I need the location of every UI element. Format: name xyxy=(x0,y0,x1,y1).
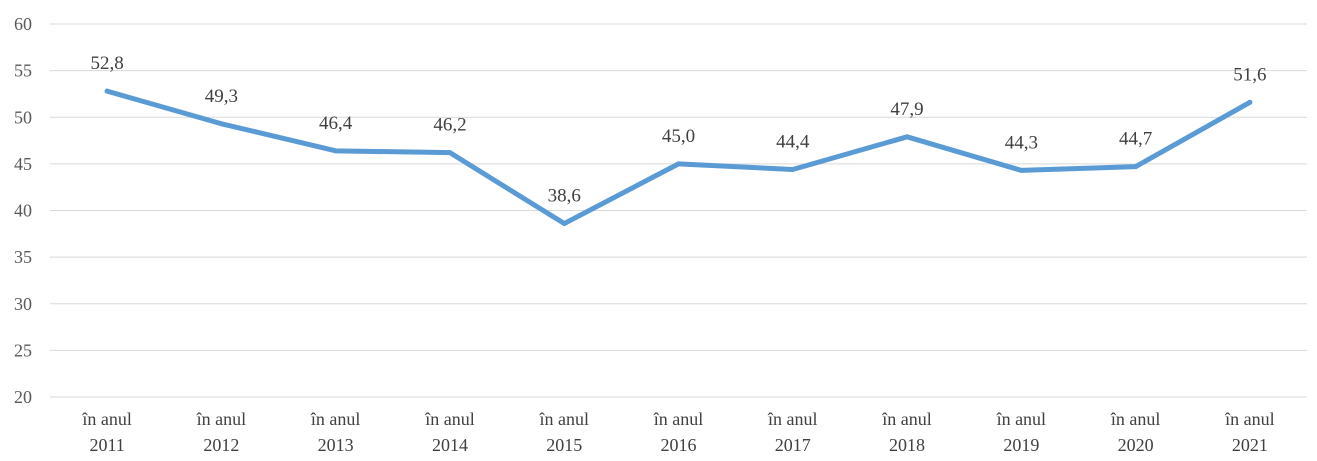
data-label: 51,6 xyxy=(1233,64,1266,85)
data-point xyxy=(333,148,339,154)
data-point xyxy=(904,134,910,140)
data-point xyxy=(1247,99,1253,105)
y-tick-label: 55 xyxy=(14,61,32,81)
data-point xyxy=(1133,164,1139,170)
x-tick-label: în anul 2017 xyxy=(767,409,818,455)
data-label: 45,0 xyxy=(662,126,695,147)
y-tick-label: 30 xyxy=(14,294,32,314)
x-tick-label: în anul 2015 xyxy=(538,409,589,455)
y-tick-label: 60 xyxy=(14,14,32,34)
data-label: 52,8 xyxy=(91,53,124,74)
data-point xyxy=(1018,167,1024,173)
y-tick-label: 45 xyxy=(14,154,32,174)
x-tick-label: în anul 2011 xyxy=(81,409,132,455)
x-axis: în anul 2011 în anul 2012 în anul 2013 în anul… xyxy=(81,409,1274,455)
data-label: 44,3 xyxy=(1005,132,1038,153)
x-tick-label: în anul 2021 xyxy=(1224,409,1275,455)
series-group xyxy=(104,88,1253,227)
x-tick-label: în anul 2020 xyxy=(1110,409,1161,455)
data-point xyxy=(218,121,224,127)
grid-lines xyxy=(50,23,1307,398)
x-tick-label: în anul 2012 xyxy=(196,409,247,455)
data-point xyxy=(790,166,796,172)
y-tick-label: 25 xyxy=(14,340,32,360)
x-tick-label: în anul 2013 xyxy=(310,409,361,455)
data-label: 44,7 xyxy=(1119,129,1152,150)
x-tick-label: în anul 2018 xyxy=(881,409,932,455)
data-label: 44,4 xyxy=(776,131,810,152)
series-line xyxy=(104,88,1253,227)
data-label: 46,2 xyxy=(433,115,466,136)
y-axis: 20 25 30 35 40 45 50 55 60 xyxy=(14,14,32,407)
data-label: 46,4 xyxy=(319,113,353,134)
data-label: 47,9 xyxy=(890,99,923,120)
x-tick-label: în anul 2016 xyxy=(653,409,704,455)
x-tick-label: în anul 2014 xyxy=(424,409,475,455)
y-tick-label: 50 xyxy=(14,107,32,127)
x-tick-label: în anul 2019 xyxy=(996,409,1047,455)
data-point xyxy=(104,88,110,94)
data-point xyxy=(676,161,681,167)
data-label: 49,3 xyxy=(205,86,238,107)
data-point xyxy=(447,150,453,156)
y-tick-label: 20 xyxy=(14,387,32,407)
data-point xyxy=(561,221,567,227)
y-tick-label: 40 xyxy=(14,201,32,221)
y-tick-label: 35 xyxy=(14,247,32,267)
data-labels: 52,8 49,3 46,4 46,2 38,6 45,0 44,4 47,9 44,3 44,7… xyxy=(91,53,1267,206)
data-label: 38,6 xyxy=(548,186,581,207)
